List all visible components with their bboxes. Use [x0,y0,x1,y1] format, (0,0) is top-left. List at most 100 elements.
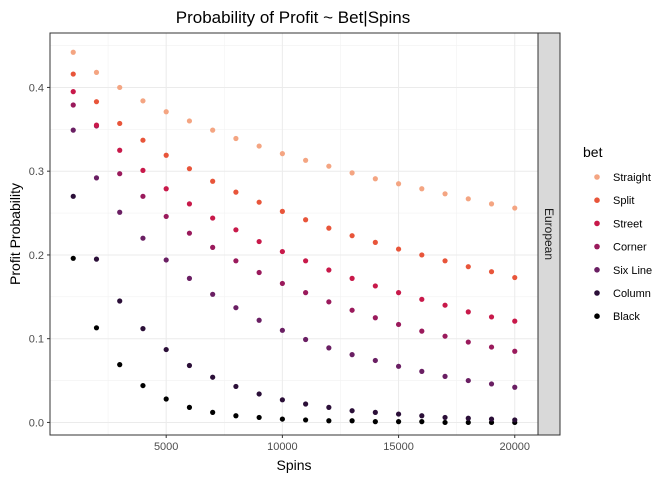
data-point-six-line [442,373,448,379]
legend-label-straight: Straight [613,172,651,184]
data-point-split [233,189,239,195]
data-point-straight [442,191,448,197]
data-point-straight [326,163,332,169]
data-point-column [140,326,146,332]
data-point-straight [512,205,518,211]
data-point-six-line [465,377,471,384]
data-point-column [349,408,355,414]
data-point-street [233,227,239,233]
data-point-black [256,414,262,421]
data-point-six-line [186,275,193,281]
data-point-column [419,413,425,419]
data-point-six-line [303,336,309,343]
data-point-split [395,246,402,252]
data-point-column [512,417,518,423]
data-point-black [465,419,471,426]
data-point-split [93,99,100,105]
legend-key-split [594,197,600,203]
legend-key-six-line [594,267,600,273]
data-point-corner [442,333,448,339]
legend-key-column [594,290,600,296]
plot-panel-border [49,32,539,436]
data-point-straight [465,196,471,202]
data-point-column [93,256,100,262]
data-point-corner [465,339,471,345]
data-point-corner [372,315,378,321]
data-point-street [395,290,402,296]
y-tick-label: 0.3 [29,166,44,178]
data-point-corner [279,280,285,287]
data-point-column [303,401,309,407]
data-point-column [326,404,332,410]
data-point-street [465,309,471,315]
data-point-split [163,152,169,158]
data-point-straight [349,170,355,176]
data-point-street [326,267,332,273]
data-point-street [372,283,378,289]
data-point-black [186,404,193,410]
data-point-six-line [419,368,425,374]
data-point-column [372,409,378,415]
data-point-corner [233,258,239,264]
data-point-six-line [117,209,123,215]
facet-strip: European [537,32,561,436]
data-point-street [256,238,262,245]
data-point-straight [488,201,495,207]
data-point-straight [70,49,76,55]
data-point-column [186,362,193,369]
data-point-straight [279,151,285,157]
data-point-split [140,137,146,143]
data-point-column [488,416,495,422]
data-point-street [303,258,309,264]
data-point-straight [117,84,123,91]
data-point-black [93,325,100,331]
data-point-six-line [233,305,239,311]
data-point-corner [303,290,309,296]
data-point-street [279,248,285,255]
data-point-black [395,419,402,425]
data-point-six-line [512,384,518,390]
data-point-street [186,201,193,207]
data-point-straight [93,69,100,75]
data-point-black [210,409,216,415]
facet-strip-label: European [542,208,556,260]
data-point-six-line [163,257,169,263]
legend-label-street: Street [613,218,642,230]
legend-key-black [594,313,600,320]
data-point-corner [395,321,402,328]
data-point-street [488,314,495,320]
legend-label-column: Column [613,288,651,300]
legend-label-corner: Corner [613,242,647,254]
data-point-split [372,239,378,245]
data-point-six-line [210,291,216,297]
data-point-split [210,178,216,184]
data-point-black [442,419,448,426]
data-point-corner [349,307,355,313]
data-point-straight [233,135,239,142]
legend-label-split: Split [613,195,634,207]
legend-key-street [594,220,600,227]
data-point-split [279,208,285,214]
data-point-corner [256,269,262,276]
grid-minor [50,33,538,435]
data-point-straight [419,186,425,192]
data-point-straight [303,157,309,163]
data-point-corner [163,213,169,220]
data-point-split [488,269,495,275]
x-tick-label: 20000 [499,441,530,453]
data-point-black [140,382,146,389]
data-point-straight [186,118,193,124]
data-point-column [117,298,123,304]
x-axis: 5000 10000 15000 20000 [154,435,530,453]
data-point-street [419,296,425,302]
y-tick-label: 0.4 [29,82,44,94]
data-point-black [279,416,285,422]
legend-label-six-line: Six Line [613,265,652,277]
data-point-split [326,225,332,231]
data-point-street [163,186,169,192]
data-point-street [512,318,518,324]
data-point-six-line [488,381,495,387]
data-point-split [303,217,309,223]
data-point-black [163,396,169,402]
